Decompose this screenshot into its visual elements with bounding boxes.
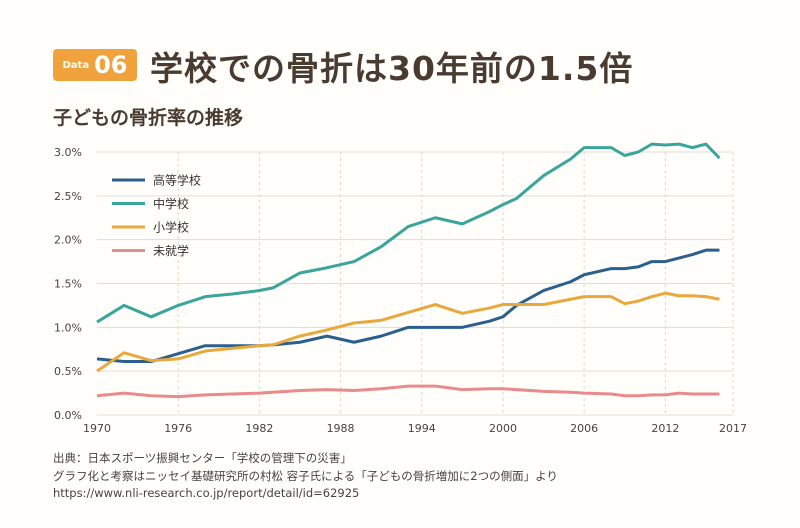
x-tick-label: 2017 xyxy=(719,422,747,435)
x-tick-label: 1982 xyxy=(245,422,273,435)
series-line-1 xyxy=(96,142,721,324)
series-line-3 xyxy=(96,384,720,399)
y-tick-label: 2.5% xyxy=(54,190,82,203)
x-tick-label: 1976 xyxy=(164,422,192,435)
x-tick-label: 1994 xyxy=(408,422,436,435)
x-tick-label: 1988 xyxy=(327,422,355,435)
y-tick-label: 0.5% xyxy=(54,365,82,378)
legend-label: 小学校 xyxy=(153,220,189,235)
x-tick-label: 2012 xyxy=(651,422,679,435)
source-line-1: 出典：日本スポーツ振興センター「学校の管理下の災害」 xyxy=(53,451,352,465)
x-tick-label: 2006 xyxy=(570,422,598,435)
legend-label: 高等学校 xyxy=(153,173,201,188)
source-url: https://www.nli-research.co.jp/report/de… xyxy=(53,486,360,500)
x-tick-label: 1970 xyxy=(83,422,111,435)
series-line-2 xyxy=(96,291,720,373)
y-tick-label: 1.5% xyxy=(54,278,82,291)
badge-label: Data xyxy=(62,59,90,71)
page-title: 学校での骨折は30年前の1.5倍 xyxy=(150,49,634,88)
series-line-0 xyxy=(96,248,720,364)
legend-label: 未就学 xyxy=(153,243,189,258)
x-tick-label: 2000 xyxy=(489,422,517,435)
data-badge: Data 06 xyxy=(53,49,137,81)
legend-label: 中学校 xyxy=(153,196,189,211)
badge-number: 06 xyxy=(94,51,128,79)
y-tick-label: 0.0% xyxy=(54,409,82,422)
source-line-2: グラフ化と考察はニッセイ基礎研究所の村松 容子氏による「子どもの骨折増加に2つの… xyxy=(53,469,558,483)
y-tick-label: 2.0% xyxy=(54,234,82,247)
chart-subtitle: 子どもの骨折率の推移 xyxy=(53,107,244,129)
y-tick-label: 1.0% xyxy=(54,321,82,334)
y-tick-label: 3.0% xyxy=(54,146,82,159)
